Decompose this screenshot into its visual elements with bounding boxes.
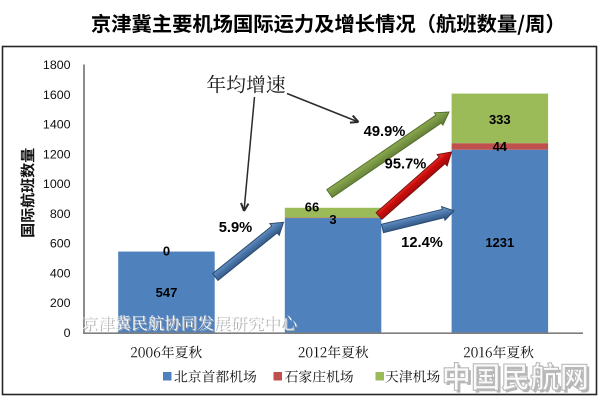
svg-text:1000: 1000 [43,177,71,191]
svg-text:1800: 1800 [43,58,71,72]
svg-text:800: 800 [50,207,71,221]
svg-text:547: 547 [156,285,178,300]
svg-text:1231: 1231 [485,235,514,250]
svg-text:66: 66 [305,200,319,215]
svg-text:44: 44 [493,139,508,154]
svg-text:3: 3 [329,212,336,227]
svg-text:600: 600 [50,237,71,251]
svg-text:5.9%: 5.9% [219,220,252,236]
svg-text:49.9%: 49.9% [364,124,406,140]
svg-text:333: 333 [489,112,511,127]
svg-text:12.4%: 12.4% [401,235,443,251]
svg-text:95.7%: 95.7% [385,157,427,173]
svg-text:1600: 1600 [43,88,71,102]
svg-text:1200: 1200 [43,147,71,161]
svg-text:1400: 1400 [43,118,71,132]
svg-text:0: 0 [163,244,170,259]
svg-text:0: 0 [64,326,71,340]
svg-text:400: 400 [50,266,71,280]
svg-text:200: 200 [50,296,71,310]
